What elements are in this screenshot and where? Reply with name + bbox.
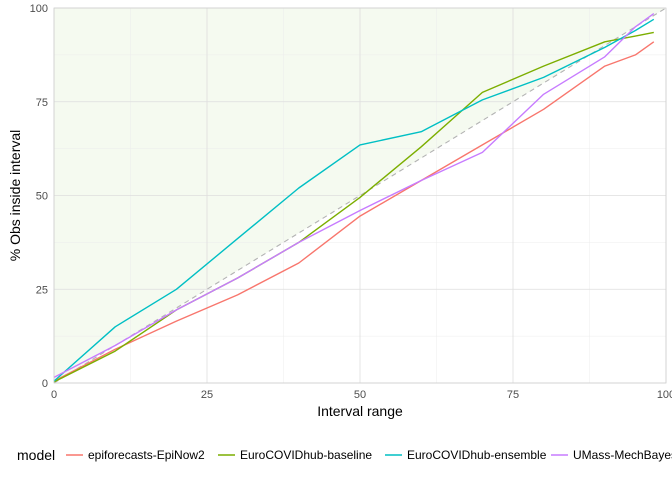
y-tick-label: 25 xyxy=(36,284,48,296)
legend-label-UMass-MechBayes: UMass-MechBayes xyxy=(573,448,672,462)
series-line-UMass-MechBayes xyxy=(53,13,655,379)
legend-label-EuroCOVIDhub-baseline: EuroCOVIDhub-baseline xyxy=(240,448,372,462)
y-tick-label: 100 xyxy=(30,3,48,15)
reference-diagonal xyxy=(53,7,667,384)
y-tick-label: 50 xyxy=(36,191,48,203)
legend-label-EuroCOVIDhub-ensemble: EuroCOVIDhub-ensemble xyxy=(407,448,547,462)
legend-title: model xyxy=(17,447,55,463)
x-tick-label: 0 xyxy=(51,389,57,401)
y-axis-title: % Obs inside interval xyxy=(7,130,23,262)
panel-border xyxy=(53,7,667,384)
x-tick-label: 50 xyxy=(354,389,366,401)
y-tick-label: 75 xyxy=(36,97,48,109)
series-line-EuroCOVIDhub-baseline xyxy=(53,31,654,383)
y-tick-label: 0 xyxy=(42,378,48,390)
series-line-epiforecasts-EpiNow2 xyxy=(53,41,655,382)
legend-label-epiforecasts-EpiNow2: epiforecasts-EpiNow2 xyxy=(88,448,205,462)
series-line-EuroCOVIDhub-ensemble xyxy=(53,18,655,382)
x-tick-label: 75 xyxy=(507,389,519,401)
x-tick-label: 25 xyxy=(201,389,213,401)
x-tick-label: 100 xyxy=(657,389,672,401)
x-axis-title: Interval range xyxy=(317,403,403,419)
